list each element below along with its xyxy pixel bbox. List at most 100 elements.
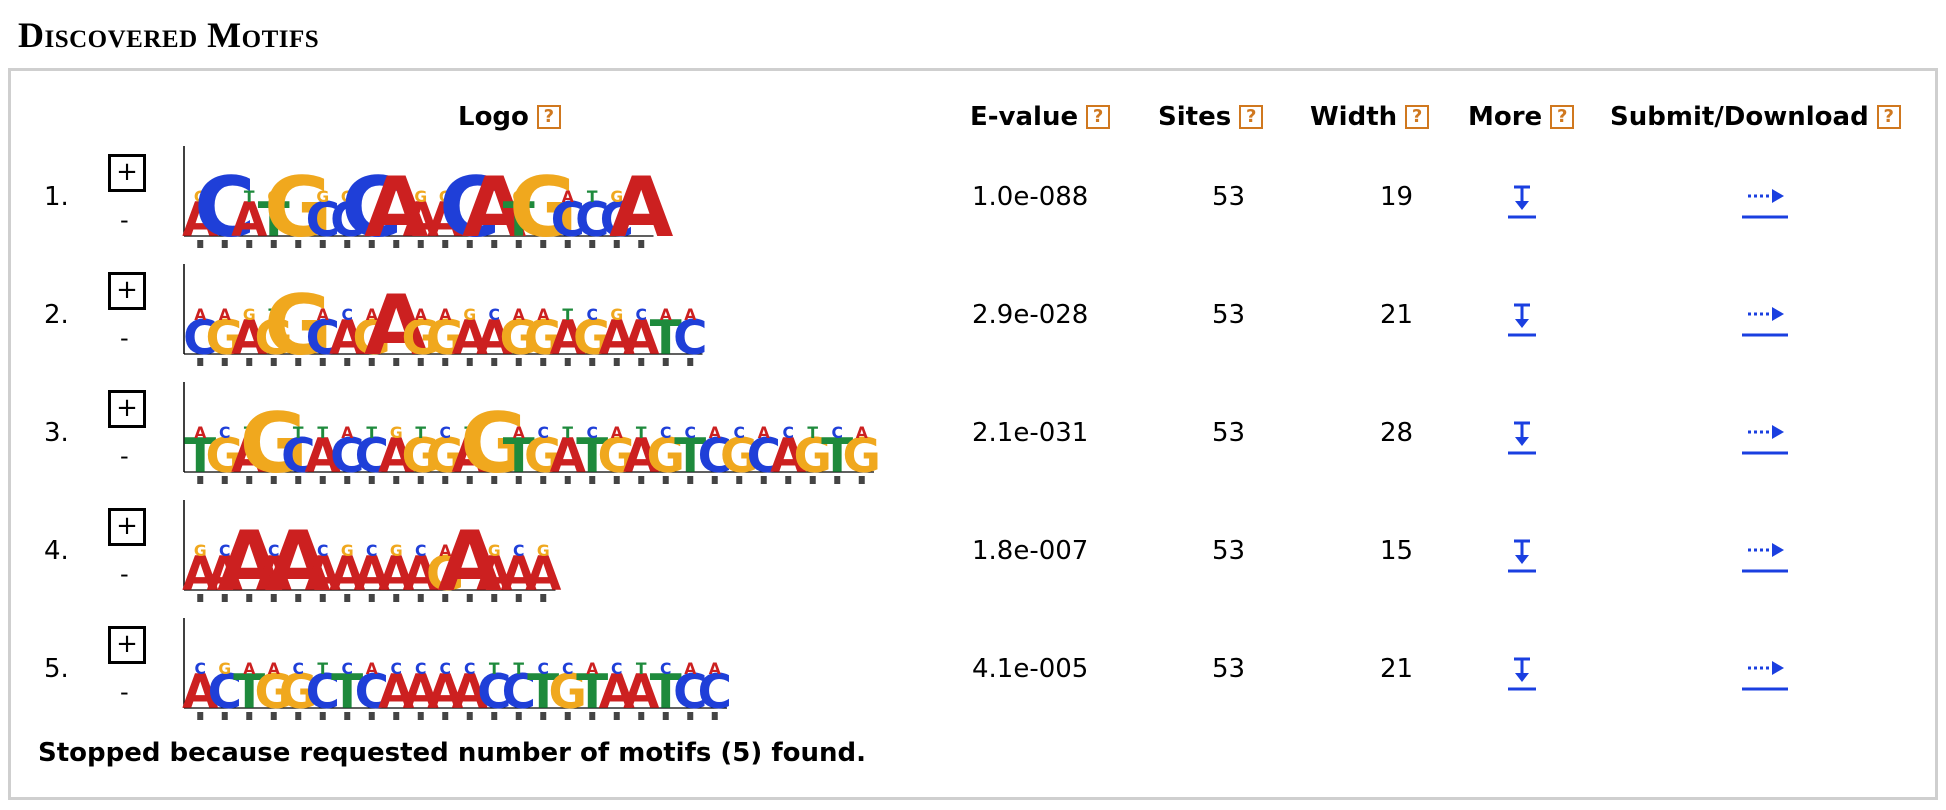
logo-letter: C — [306, 666, 340, 720]
logo-letter: A — [438, 513, 502, 602]
logo-letter: T — [527, 666, 559, 720]
help-icon[interactable]: ? — [1239, 105, 1264, 129]
submit-arrow-icon[interactable] — [1742, 656, 1788, 692]
logo-letter: A — [623, 430, 659, 484]
logo-letter: A — [513, 424, 525, 442]
logo-position-tick — [270, 712, 277, 720]
logo-position-tick — [319, 712, 326, 720]
logo-letter: G — [218, 660, 231, 678]
submit-arrow-icon[interactable] — [1742, 538, 1788, 574]
expand-button[interactable]: + — [108, 390, 146, 428]
logo-letter: G — [610, 306, 623, 324]
logo-letter: T — [366, 424, 377, 442]
logo-letter: G — [843, 430, 881, 484]
logo-letter: A — [403, 548, 439, 602]
logo-letter: G — [264, 159, 332, 248]
help-icon[interactable]: ? — [1550, 105, 1575, 129]
logo-letter: T — [650, 312, 682, 366]
logo-letter: A — [317, 306, 329, 324]
submit-arrow-icon[interactable] — [1742, 420, 1788, 456]
logo-position-tick — [589, 358, 596, 366]
logo-letter: G — [267, 188, 280, 206]
logo-letter: A — [182, 666, 218, 720]
logo-position-tick — [295, 476, 302, 484]
download-arrow-icon[interactable] — [1508, 420, 1536, 456]
collapse-button[interactable]: - — [120, 324, 129, 352]
logo-letter: G — [598, 430, 636, 484]
logo-letter: C — [439, 159, 500, 248]
evalue-cell: 4.1e-005 — [972, 654, 1089, 684]
logo-letter: A — [366, 660, 378, 678]
submit-arrow-icon[interactable] — [1742, 184, 1788, 220]
logo-letter: A — [354, 548, 390, 602]
logo-letter: T — [317, 660, 328, 678]
logo-position-tick — [393, 476, 400, 484]
sites-cell: 53 — [1212, 536, 1246, 566]
collapse-button[interactable]: - — [120, 442, 129, 470]
logo-position-tick — [466, 476, 473, 484]
logo-letter: G — [426, 430, 464, 484]
logo-letter: C — [587, 306, 598, 324]
logo-letter: C — [513, 542, 524, 560]
logo-position-tick — [442, 712, 449, 720]
collapse-button[interactable]: - — [120, 206, 129, 234]
logo-position-tick — [197, 712, 204, 720]
logo-position-tick — [466, 712, 473, 720]
logo-letter: T — [489, 660, 500, 678]
logo-letter: C — [611, 660, 622, 678]
help-icon[interactable]: ? — [1876, 105, 1901, 129]
logo-position-tick — [540, 358, 547, 366]
logo-letter: A — [415, 306, 427, 324]
logo-position-tick — [442, 358, 449, 366]
logo-position-tick — [687, 476, 694, 484]
logo-letter: C — [208, 666, 242, 720]
logo-letter: C — [562, 660, 573, 678]
download-arrow-icon[interactable] — [1508, 538, 1536, 574]
logo-position-tick — [687, 358, 694, 366]
logo-position-tick — [711, 476, 718, 484]
logo-position-tick — [540, 594, 547, 602]
collapse-button[interactable]: - — [120, 678, 129, 706]
logo-letter: T — [650, 666, 682, 720]
logo-position-tick — [540, 476, 547, 484]
logo-letter: A — [476, 312, 512, 366]
expand-button[interactable]: + — [108, 154, 146, 192]
logo-letter: G — [390, 424, 403, 442]
download-arrow-icon[interactable] — [1508, 184, 1536, 220]
logo-letter: A — [182, 548, 218, 602]
logo-letter: A — [231, 312, 267, 366]
logo-letter: A — [550, 312, 586, 366]
logo-letter: C — [306, 312, 340, 366]
logo-position-tick — [515, 240, 522, 248]
expand-button[interactable]: + — [108, 626, 146, 664]
logo-letter: G — [264, 277, 332, 366]
expand-button[interactable]: + — [108, 272, 146, 310]
logo-letter: C — [195, 660, 206, 678]
logo-position-tick — [589, 240, 596, 248]
collapse-button[interactable]: - — [120, 560, 129, 588]
logo-letter: A — [684, 306, 696, 324]
help-icon[interactable]: ? — [1086, 105, 1111, 129]
logo-letter: C — [306, 194, 340, 248]
logo-position-tick — [319, 240, 326, 248]
logo-letter: T — [821, 430, 853, 484]
logo-letter: A — [599, 312, 635, 366]
header-submit-label: Submit/Download — [1610, 102, 1869, 132]
logo-letter: A — [709, 424, 721, 442]
logo-letter: C — [734, 424, 745, 442]
logo-letter: T — [244, 424, 255, 442]
logo-position-tick — [417, 712, 424, 720]
logo-letter: G — [488, 542, 501, 560]
help-icon[interactable]: ? — [536, 105, 561, 129]
help-icon[interactable]: ? — [1405, 105, 1430, 129]
logo-letter: C — [660, 660, 671, 678]
download-arrow-icon[interactable] — [1508, 302, 1536, 338]
submit-arrow-icon[interactable] — [1742, 302, 1788, 338]
header-evalue-label: E-value — [970, 102, 1079, 132]
expand-button[interactable]: + — [108, 508, 146, 546]
logo-position-tick — [613, 240, 620, 248]
logo-letter: C — [342, 660, 353, 678]
logo-position-tick — [344, 594, 351, 602]
logo-position-tick — [638, 476, 645, 484]
download-arrow-icon[interactable] — [1508, 656, 1536, 692]
